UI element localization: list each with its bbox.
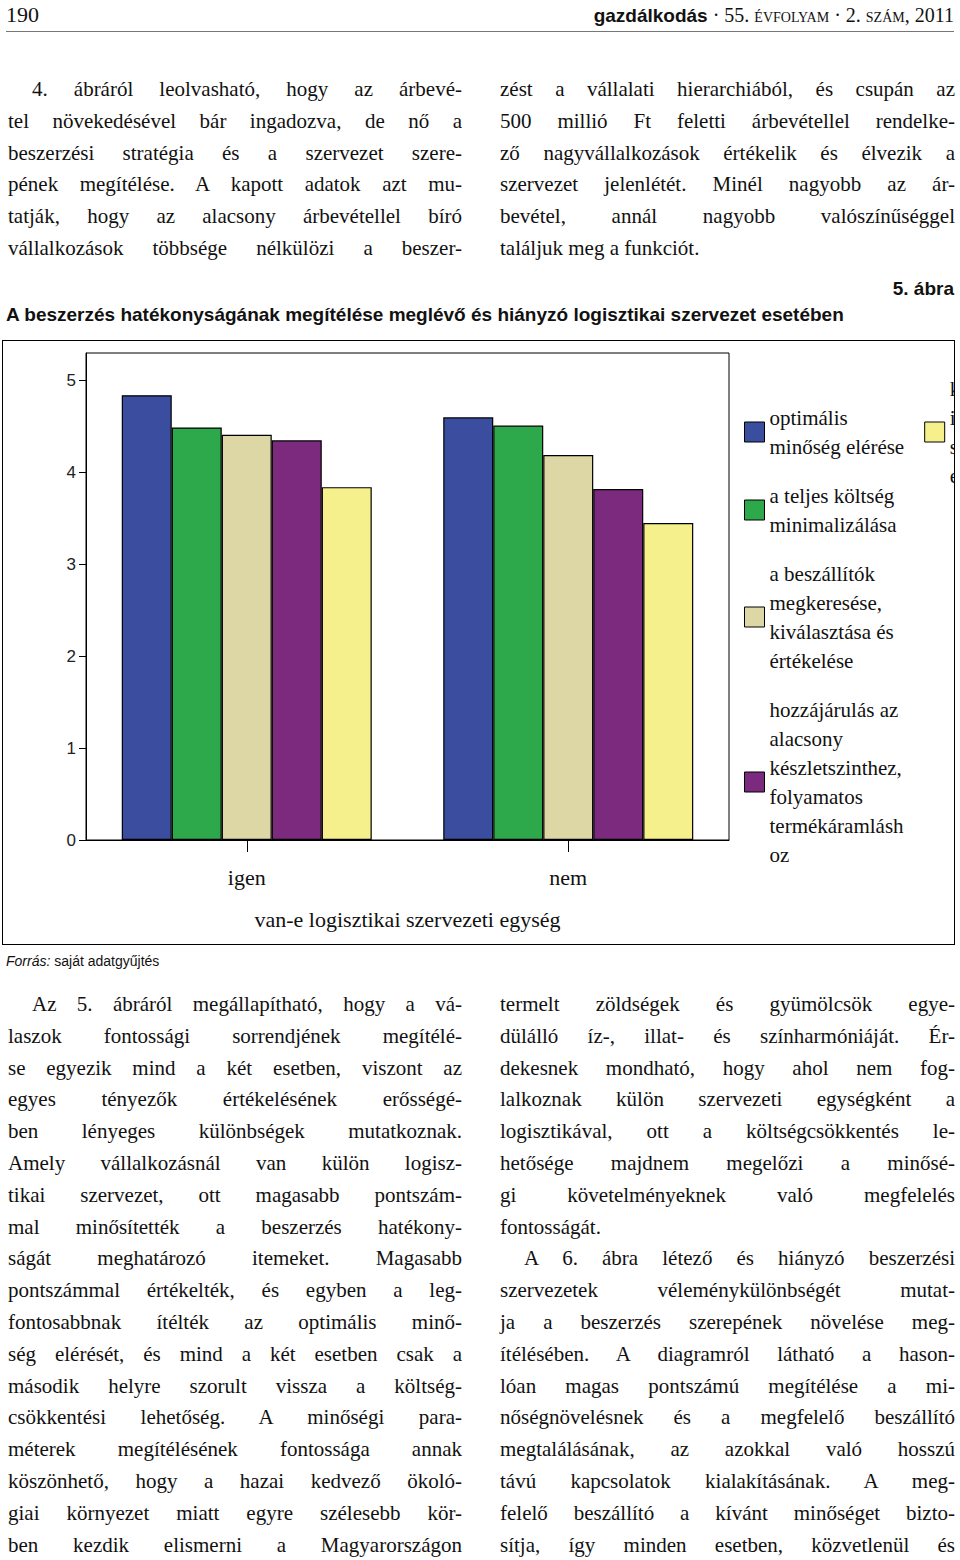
html-text:A 6. ábra létező és hiányzó be: A 6. ábra létező és hiányzó beszerzési [524, 1246, 955, 1271]
svg-text:2: 2 [67, 647, 76, 666]
html-text:találjuk meg a funkciót.: találjuk meg a funkciót. [500, 236, 700, 260]
svg-text:integráció más: integráció más [950, 406, 954, 430]
svg-text:3: 3 [67, 555, 76, 574]
svg-text:termékáramlásh: termékáramlásh [770, 814, 905, 838]
svg-text:optimális: optimális [770, 406, 848, 430]
svg-text:minőség elérése: minőség elérése [770, 435, 905, 459]
html-text:bevétel, annál nagyobb valószí: bevétel, annál nagyobb valószínűséggel [500, 204, 955, 229]
html-text:méterek megítélésének fontossá: méterek megítélésének fontossága annak [8, 1437, 462, 1462]
html-text:pének megítélése. A kapott ada: pének megítélése. A kapott adatok azt mu… [8, 172, 462, 197]
html-text:pontszámmal értékelték, és egy: pontszámmal értékelték, és egyben a leg- [8, 1278, 462, 1303]
svg-text:a beszállítók: a beszállítók [770, 562, 876, 586]
svg-text:kiválasztása és: kiválasztása és [770, 620, 894, 644]
html-text:ítélésében. A diagramról látha: ítélésében. A diagramról látható a hason… [500, 1341, 955, 1366]
html-text:Amely vállalkozásnál van külön: Amely vállalkozásnál van külön logisz- [8, 1151, 462, 1175]
html-text:sítja, így minden esetben, köz: sítja, így minden esetben, közvetlenül é… [500, 1532, 955, 1557]
svg-text:hozzájárulás az: hozzájárulás az [770, 698, 899, 722]
html-text:dekesnek mondható, hogy ahol n: dekesnek mondható, hogy ahol nem fog- [500, 1055, 955, 1080]
html-text:tel növekedésével bár ingadozv: tel növekedésével bár ingadozva, de nő a [8, 108, 462, 133]
svg-text:minimalizálása: minimalizálása [770, 513, 898, 537]
svg-text:értékelése: értékelése [770, 649, 854, 673]
svg-text:nem: nem [549, 865, 587, 890]
html-text:gazdálkodás · 55. évfolyam · 2: gazdálkodás · 55. évfolyam · 2. szám, 20… [593, 4, 954, 26]
svg-text:0: 0 [67, 831, 76, 850]
html-text:Forrás: saját adatgyűjtés: Forrás: saját adatgyűjtés [6, 953, 160, 969]
html-text:beszerzési stratégia és a szer: beszerzési stratégia és a szervezet szer… [8, 140, 462, 165]
svg-text:alacsony: alacsony [770, 727, 844, 751]
html-text:ben kezdik elismerni a Magyaro: ben kezdik elismerni a Magyarországon [8, 1532, 462, 1557]
svg-text:5: 5 [67, 371, 76, 390]
svg-text:igen: igen [228, 865, 266, 890]
html-text:fontosabbnak ítélték az optimá: fontosabbnak ítélték az optimális minő- [8, 1310, 462, 1334]
html-text:mal minősítették a beszerzés h: mal minősítették a beszerzés hatékony- [8, 1214, 462, 1239]
html-text:logisztikával, ott a költségcs: logisztikával, ott a költségcsökkentés l… [500, 1119, 955, 1144]
svg-text:kooperálás és: kooperálás és [950, 377, 954, 401]
html-text:se egyezik mind a két esetben,: se egyezik mind a két esetben, viszont a… [8, 1055, 462, 1080]
html-text:ség elérését, és mind a két es: ség elérését, és mind a két esetben csak… [8, 1341, 462, 1366]
html-text:A beszerzés hatékonyságának me: A beszerzés hatékonyságának megítélése m… [6, 304, 844, 325]
html-text:vállalkozások többsége nélkülö: vállalkozások többsége nélkülözi a besze… [8, 236, 462, 260]
html-text:felelő beszállító a kívánt min: felelő beszállító a kívánt minőséget biz… [500, 1500, 955, 1525]
html-text:ságát meghatározó itemeket. Ma: ságát meghatározó itemeket. Magasabb [8, 1246, 462, 1271]
svg-text:van-e logisztikai szervezeti e: van-e logisztikai szervezeti egység [254, 907, 560, 932]
html-text:második helyre szorult vissza: második helyre szorult vissza a költség- [8, 1373, 462, 1398]
html-text:ben lényeges különbségek mutat: ben lényeges különbségek mutatkoznak. [8, 1119, 462, 1144]
html-text:ző nagyvállalkozások értékelik: ző nagyvállalkozások értékelik és élvezi… [500, 140, 955, 165]
svg-text:készletszinthez,: készletszinthez, [770, 756, 902, 780]
svg-text:folyamatos: folyamatos [770, 785, 863, 809]
html-text:távú kapcsolatok kialakításána: távú kapcsolatok kialakításának. A meg- [500, 1469, 955, 1493]
html-text:tatják, hogy az alacsony árbev: tatják, hogy az alacsony árbevétellel bí… [8, 204, 462, 229]
html-text:fontosságát.: fontosságát. [500, 1214, 601, 1239]
html-text:laszok fontossági sorrendjének: laszok fontossági sorrendjének megítélé- [8, 1023, 462, 1048]
html-text:köszönhető, hogy a hazai kedve: köszönhető, hogy a hazai kedvező ökoló- [8, 1469, 462, 1493]
svg-text:megkeresése,: megkeresése, [770, 591, 883, 615]
html-text:egyes tényezők értékelésének e: egyes tényezők értékelésének erősségé- [8, 1087, 462, 1112]
html-text:lalkoznak külön szervezeti egy: lalkoznak külön szervezeti egységként a [500, 1087, 955, 1112]
html-text:nőségnövelésnek és a megfelelő: nőségnövelésnek és a megfelelő beszállít… [500, 1405, 955, 1430]
svg-text:1: 1 [67, 739, 76, 758]
svg-text:egységekkel: egységekkel [950, 464, 954, 488]
html-text:190: 190 [6, 2, 39, 27]
html-text:csökkentési lehetőség. A minős: csökkentési lehetőség. A minőségi para- [8, 1405, 462, 1430]
html-text:termelt zöldségek és gyümölcsö: termelt zöldségek és gyümölcsök egye- [500, 992, 955, 1016]
svg-text:szervezeti: szervezeti [950, 435, 954, 459]
html-text:lóan magas pontszámú megítélés: lóan magas pontszámú megítélése a mi- [500, 1373, 955, 1398]
html-text:gi követelményeknek való megfe: gi követelményeknek való megfelelés [500, 1182, 955, 1207]
html-text:giai környezet miatt egyre szé: giai környezet miatt egyre szélesebb kör… [8, 1500, 462, 1525]
html-text:500 millió Ft feletti árbevéte: 500 millió Ft feletti árbevétellel rende… [500, 108, 955, 133]
html-text:dülálló íz-, illat- és színhar: dülálló íz-, illat- és színharmóniáját. … [500, 1023, 955, 1048]
html-text:5. ábra: 5. ábra [892, 278, 954, 299]
html-text:hetősége majdnem megelőzi a mi: hetősége majdnem megelőzi a minősé- [500, 1151, 955, 1175]
html-text:Az 5. ábráról megállapítható,: Az 5. ábráról megállapítható, hogy a vá- [32, 992, 462, 1016]
html-text:szervezetek véleménykülönbségé: szervezetek véleménykülönbségét mutat- [500, 1278, 955, 1303]
svg-text:4: 4 [67, 463, 76, 482]
html-text:ja a beszerzés szerepének növe: ja a beszerzés szerepének növelése meg- [500, 1310, 955, 1334]
svg-text:a teljes költség: a teljes költség [770, 484, 895, 508]
html-text:szervezet jelenlétét. Minél na: szervezet jelenlétét. Minél nagyobb az á… [500, 172, 955, 197]
html-text:zést a vállalati hierarchiából: zést a vállalati hierarchiából, és csupá… [500, 77, 955, 101]
html-text:4. ábráról leolvasható, hogy a: 4. ábráról leolvasható, hogy az árbevé- [32, 77, 462, 101]
svg-text:oz: oz [770, 843, 790, 867]
html-text:tikai szervezet, ott magasabb: tikai szervezet, ott magasabb pontszám- [8, 1182, 462, 1207]
html-text:megtalálásának, az azokkal val: megtalálásának, az azokkal való hosszú [500, 1437, 955, 1462]
